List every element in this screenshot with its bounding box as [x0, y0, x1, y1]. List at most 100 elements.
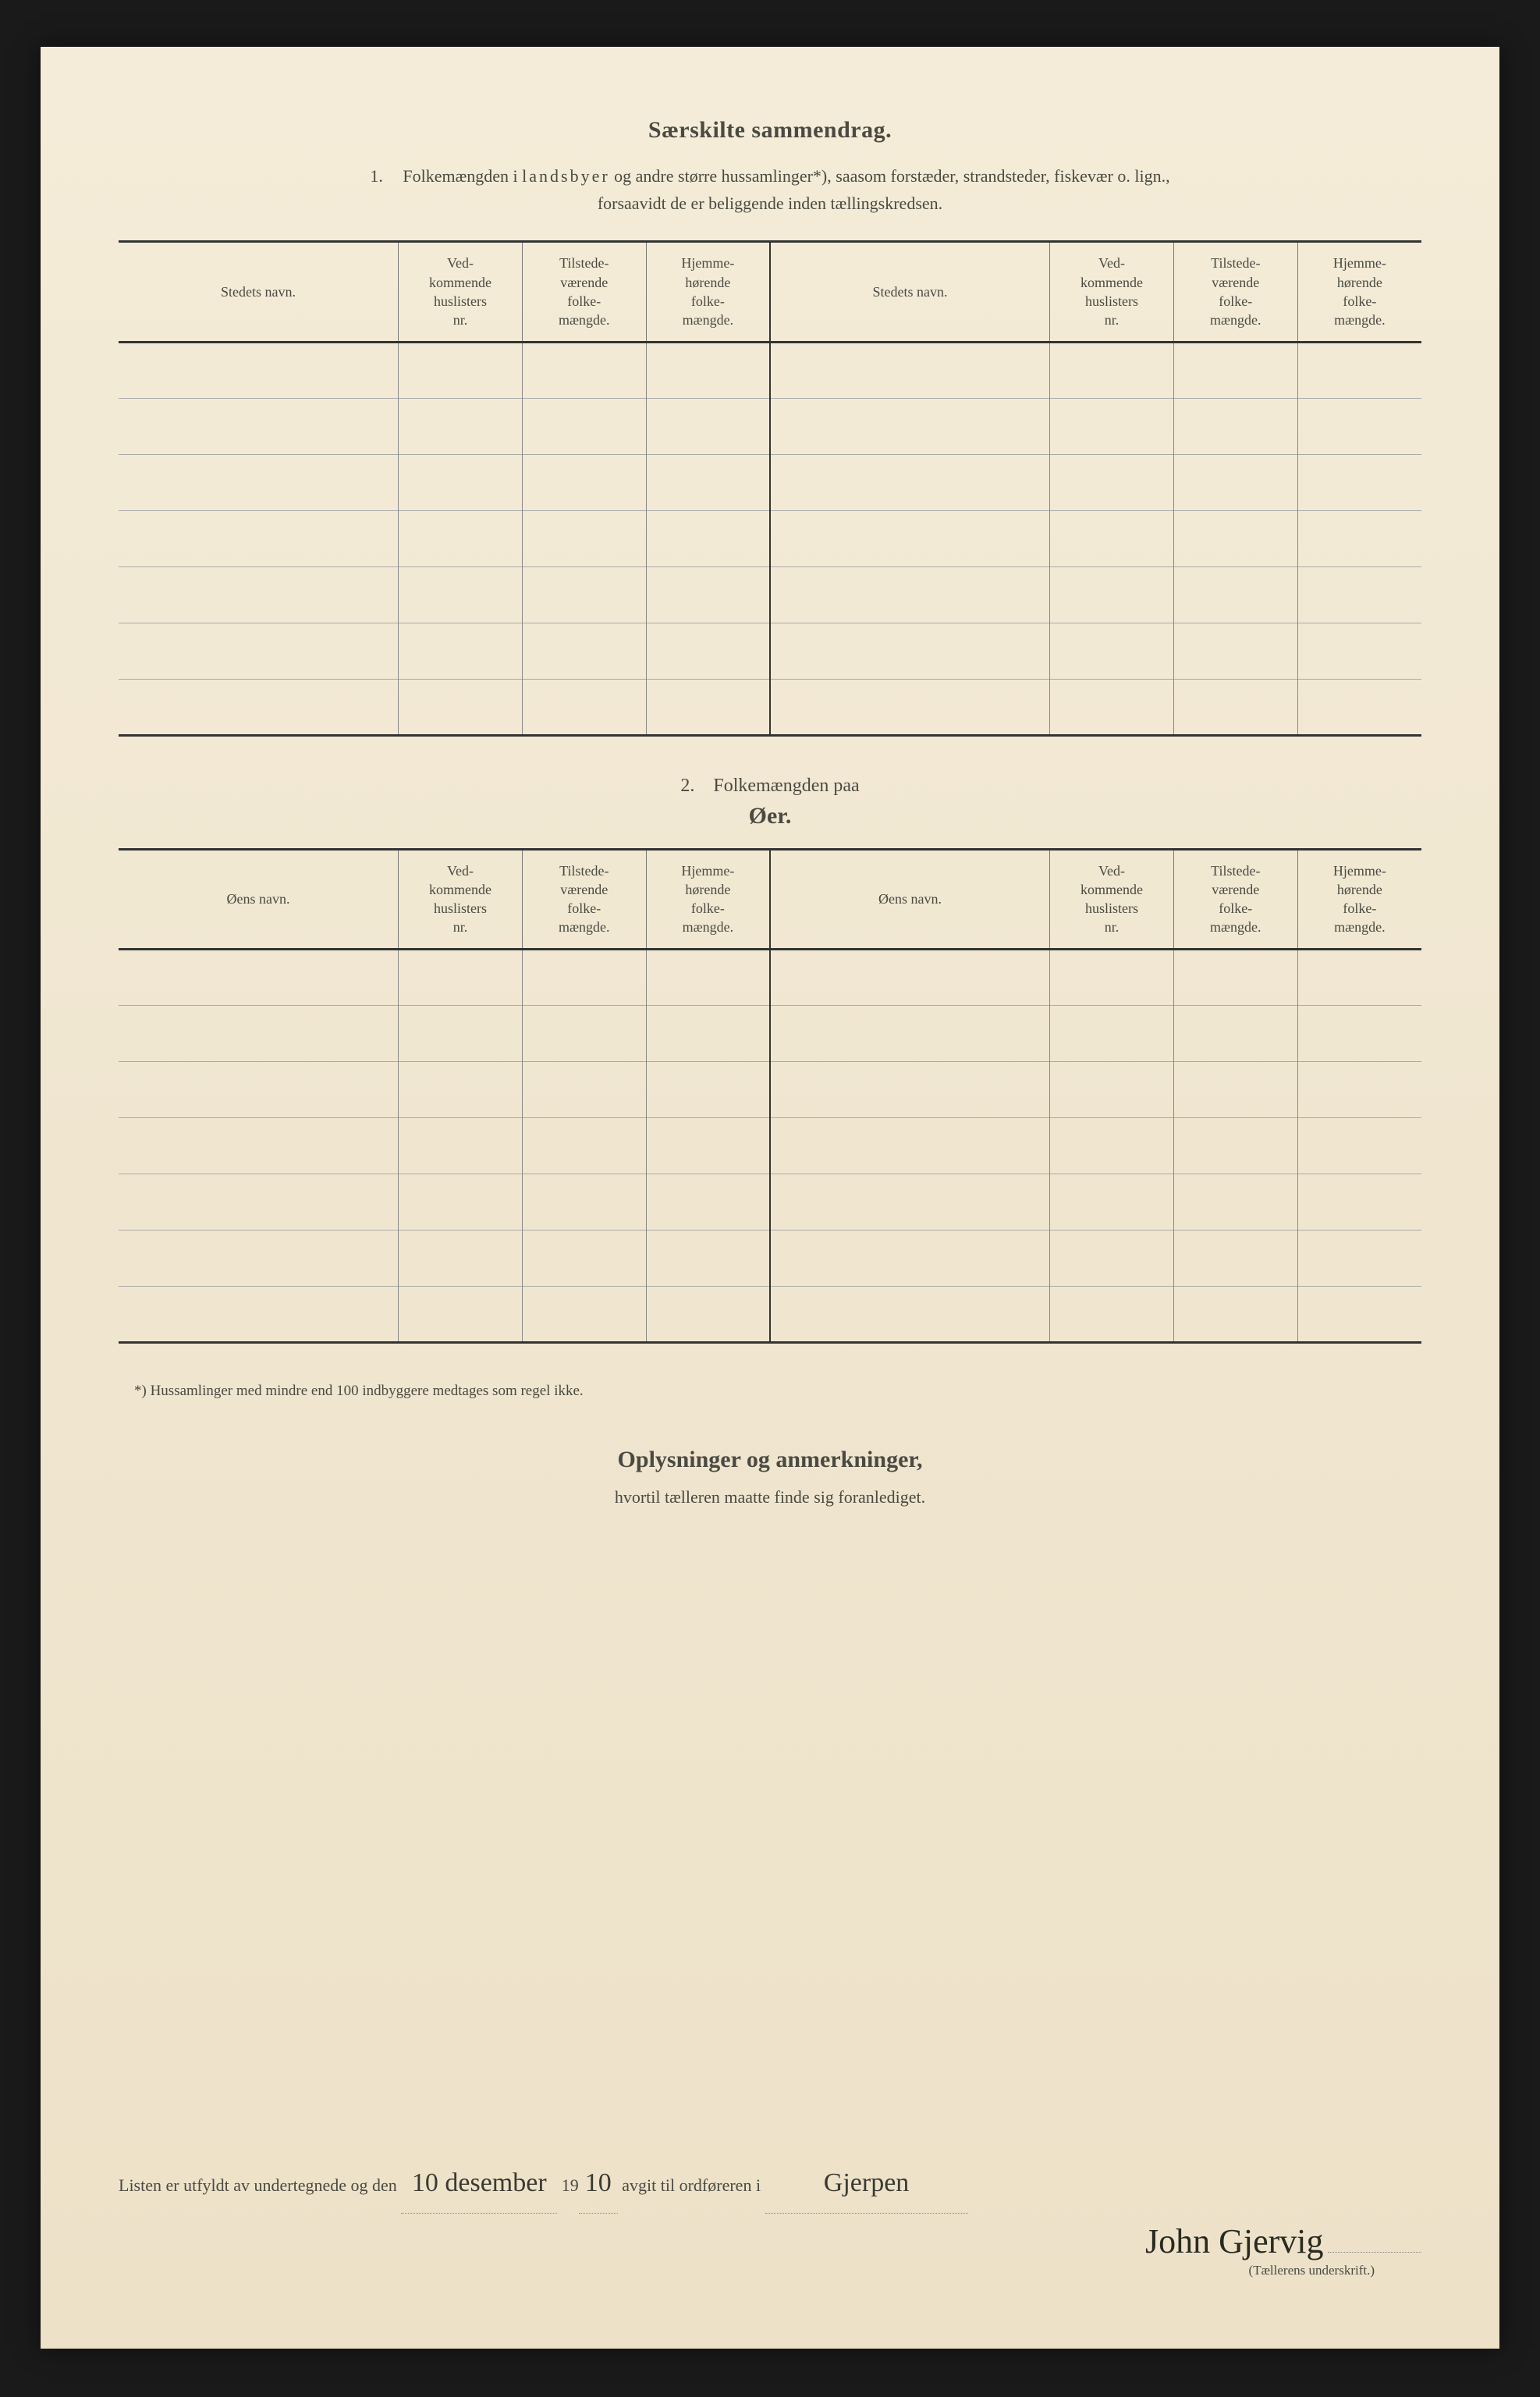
table-cell — [399, 1005, 523, 1061]
oplysninger-title: Oplysninger og anmerkninger, — [119, 1447, 1421, 1473]
table-cell — [1297, 342, 1421, 398]
intro-line2: forsaavidt de er beliggende inden tællin… — [598, 194, 942, 213]
th-huslisters-left: Ved-kommendehuslistersnr. — [399, 242, 523, 342]
signature-line: Listen er utfyldt av undertegnede og den… — [119, 2154, 1421, 2214]
sig-date-handwritten: 10 desember — [401, 2154, 557, 2214]
table-cell — [646, 454, 770, 510]
table-cell — [1050, 679, 1174, 735]
table-cell — [119, 623, 399, 679]
table-cell — [646, 1174, 770, 1230]
table-row — [119, 1117, 1421, 1174]
th2-hjemme-left: Hjemme-hørendefolke-mængde. — [646, 849, 770, 949]
table-cell — [522, 454, 646, 510]
table2-body — [119, 949, 1421, 1342]
table-cell — [119, 398, 399, 454]
table-cell — [1173, 510, 1297, 566]
table-row — [119, 510, 1421, 566]
table-cell — [119, 949, 399, 1005]
table-cell — [646, 679, 770, 735]
table-cell — [1050, 1286, 1174, 1342]
table-cell — [646, 1230, 770, 1286]
th-hjemme-left: Hjemme-hørendefolke-mængde. — [646, 242, 770, 342]
table-cell — [1297, 510, 1421, 566]
table-cell — [646, 1005, 770, 1061]
table-cell — [522, 623, 646, 679]
table-cell — [399, 342, 523, 398]
table-cell — [770, 510, 1050, 566]
table-cell — [522, 566, 646, 623]
signature-name: John Gjervig — [1145, 2222, 1324, 2260]
table-cell — [1050, 398, 1174, 454]
sig-year-prefix: 19 — [562, 2175, 579, 2195]
table-cell — [522, 1117, 646, 1174]
table-cell — [399, 679, 523, 735]
table-cell — [1173, 1061, 1297, 1117]
table2-header-row: Øens navn. Ved-kommendehuslistersnr. Til… — [119, 849, 1421, 949]
table-row — [119, 1061, 1421, 1117]
table-cell — [522, 342, 646, 398]
table-cell — [770, 1005, 1050, 1061]
table-cell — [770, 342, 1050, 398]
table-cell — [119, 342, 399, 398]
table-cell — [522, 1230, 646, 1286]
table-cell — [1173, 1117, 1297, 1174]
table-cell — [1050, 1174, 1174, 1230]
signature-name-row: John Gjervig — [119, 2221, 1421, 2261]
sig-dotted-tail — [1328, 2252, 1421, 2253]
table-row — [119, 1286, 1421, 1342]
table-cell — [1050, 510, 1174, 566]
intro-spaced-word: landsbyer — [522, 166, 610, 186]
table-row — [119, 1174, 1421, 1230]
oplysninger-sub: hvortil tælleren maatte finde sig foranl… — [119, 1487, 1421, 1507]
table-row — [119, 679, 1421, 735]
table-cell — [1173, 398, 1297, 454]
th2-huslisters-left: Ved-kommendehuslistersnr. — [399, 849, 523, 949]
table-cell — [399, 566, 523, 623]
table-cell — [1297, 398, 1421, 454]
th-oens-navn-right: Øens navn. — [770, 849, 1050, 949]
table-cell — [646, 949, 770, 1005]
table-row — [119, 454, 1421, 510]
table-cell — [1050, 949, 1174, 1005]
table-cell — [1173, 949, 1297, 1005]
table-cell — [1297, 1117, 1421, 1174]
table-cell — [1050, 454, 1174, 510]
table-cell — [646, 1061, 770, 1117]
section2-title: Øer. — [119, 803, 1421, 829]
table-cell — [770, 1174, 1050, 1230]
table-cell — [770, 679, 1050, 735]
table-cell — [770, 623, 1050, 679]
table-cell — [646, 398, 770, 454]
table-cell — [1297, 454, 1421, 510]
table-row — [119, 342, 1421, 398]
table-row — [119, 949, 1421, 1005]
table-row — [119, 623, 1421, 679]
sig-year-handwritten: 10 — [579, 2154, 618, 2214]
table-cell — [399, 510, 523, 566]
table-cell — [1173, 1005, 1297, 1061]
table-cell — [119, 1174, 399, 1230]
sig-text-a: Listen er utfyldt av undertegnede og den — [119, 2175, 397, 2195]
table-landsbyer: Stedets navn. Ved-kommendehuslistersnr. … — [119, 240, 1421, 736]
table-cell — [770, 398, 1050, 454]
table-cell — [522, 679, 646, 735]
table-row — [119, 1005, 1421, 1061]
section2-lead-text: Folkemængden paa — [713, 776, 859, 796]
table-cell — [399, 1286, 523, 1342]
table-cell — [770, 1061, 1050, 1117]
table-cell — [646, 1117, 770, 1174]
table-cell — [1173, 454, 1297, 510]
table-cell — [646, 623, 770, 679]
table-cell — [1297, 1286, 1421, 1342]
table-row — [119, 1230, 1421, 1286]
th-oens-navn-left: Øens navn. — [119, 849, 399, 949]
table-cell — [1297, 566, 1421, 623]
table-cell — [646, 566, 770, 623]
table-cell — [1050, 1117, 1174, 1174]
table1-header-row: Stedets navn. Ved-kommendehuslistersnr. … — [119, 242, 1421, 342]
table-cell — [770, 1286, 1050, 1342]
table-oer: Øens navn. Ved-kommendehuslistersnr. Til… — [119, 848, 1421, 1344]
th-tilstede-left: Tilstede-værendefolke-mængde. — [522, 242, 646, 342]
table-cell — [1173, 1286, 1297, 1342]
table-cell — [399, 1230, 523, 1286]
